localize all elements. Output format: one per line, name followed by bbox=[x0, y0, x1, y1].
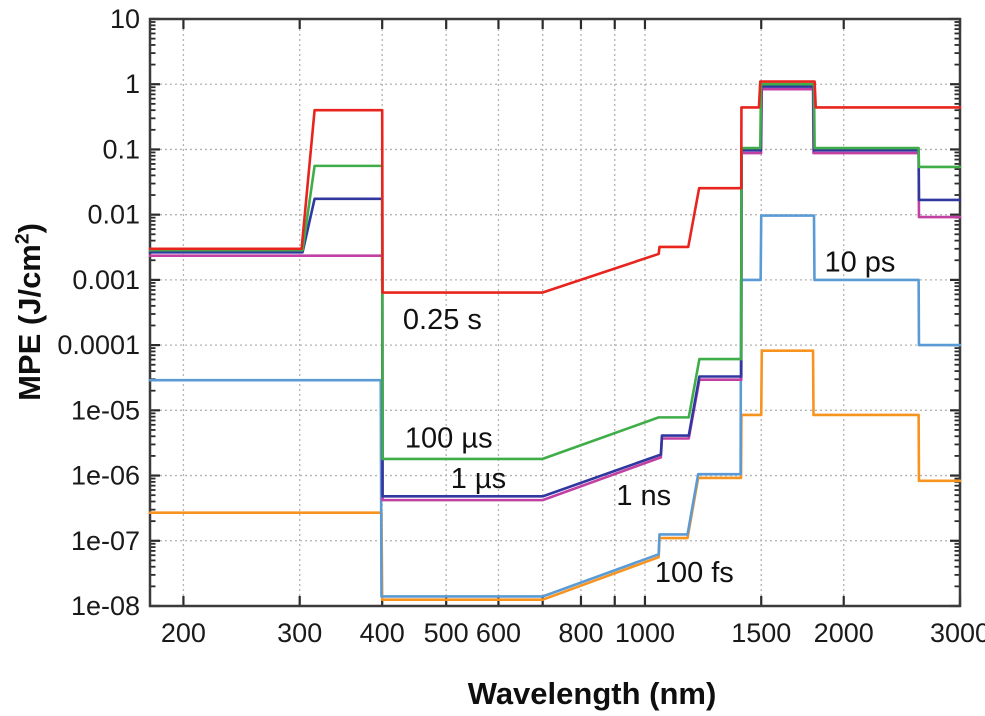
y-axis-title: MPE (J/cm2) bbox=[12, 223, 48, 401]
y-tick-label: 1e-05 bbox=[71, 395, 140, 425]
x-tick-label: 200 bbox=[161, 618, 206, 648]
x-tick-label: 3000 bbox=[930, 618, 985, 648]
series-line-1-ns bbox=[148, 87, 962, 502]
label-layer: 200 300 400 500 600 800 1000 1500 2000 3000 10 1 0.1… bbox=[57, 4, 985, 648]
y-tick-label: 1 bbox=[125, 69, 140, 99]
series-layer bbox=[148, 80, 962, 601]
tick-layer bbox=[148, 17, 962, 608]
x-tick-label: 300 bbox=[277, 618, 322, 648]
annotation-0-25-s: 0.25 s bbox=[403, 304, 482, 336]
x-axis-title: Wavelength (nm) bbox=[467, 676, 717, 711]
y-axis-title-prefix: MPE (J/cm bbox=[12, 244, 47, 401]
y-tick-label: 1e-07 bbox=[71, 526, 140, 556]
x-tick-label: 500 bbox=[424, 618, 469, 648]
annotation-100-fs: 100 fs bbox=[655, 557, 734, 589]
series-line-100-fs bbox=[148, 349, 962, 601]
y-tick-label: 1e-08 bbox=[71, 591, 140, 621]
x-tick-label: 2000 bbox=[814, 618, 874, 648]
y-tick-label: 0.1 bbox=[102, 134, 140, 164]
series-line-10-ps bbox=[148, 214, 962, 598]
series-line-0-25-s bbox=[148, 80, 962, 294]
annotation-1-s: 1 µs bbox=[451, 463, 506, 495]
x-tick-label: 600 bbox=[476, 618, 521, 648]
y-axis-title-suffix: ) bbox=[12, 223, 47, 234]
x-tick-label: 1000 bbox=[615, 618, 675, 648]
x-tick-label: 1500 bbox=[731, 618, 791, 648]
plot-border bbox=[148, 17, 962, 608]
grid-layer bbox=[150, 19, 961, 606]
annotation-100-s: 100 µs bbox=[405, 423, 493, 455]
y-tick-label: 1e-06 bbox=[71, 461, 140, 491]
y-tick-label: 10 bbox=[110, 4, 140, 34]
series-line-100-s bbox=[148, 82, 962, 461]
annotation-1-ns: 1 ns bbox=[616, 480, 671, 512]
y-tick-label: 0.0001 bbox=[57, 330, 140, 360]
y-tick-label: 0.001 bbox=[72, 265, 140, 295]
y-tick-label: 0.01 bbox=[87, 200, 140, 230]
annotation-10-ps: 10 ps bbox=[824, 247, 895, 279]
y-axis-title-superscript: 2 bbox=[12, 233, 34, 245]
x-tick-label: 400 bbox=[360, 618, 405, 648]
x-tick-label: 800 bbox=[558, 618, 603, 648]
